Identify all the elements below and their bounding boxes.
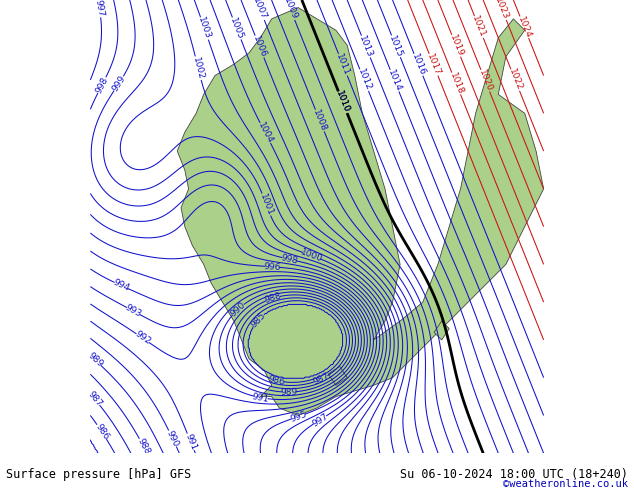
- Text: 994: 994: [112, 278, 131, 293]
- Text: 1015: 1015: [387, 34, 404, 59]
- Text: 1000: 1000: [299, 247, 324, 264]
- Text: 1007: 1007: [252, 0, 268, 22]
- Text: 985: 985: [249, 311, 268, 330]
- Text: 998: 998: [94, 75, 110, 95]
- Text: 991: 991: [183, 432, 198, 452]
- Text: 987: 987: [311, 371, 331, 387]
- Text: 997: 997: [310, 412, 330, 428]
- Text: 1010: 1010: [334, 90, 351, 115]
- Text: 1016: 1016: [410, 52, 427, 77]
- Text: 999: 999: [110, 74, 127, 93]
- Text: 1004: 1004: [256, 121, 275, 145]
- Text: 986: 986: [93, 422, 110, 441]
- Text: 1013: 1013: [358, 34, 374, 59]
- Text: 989: 989: [86, 351, 105, 369]
- Text: Surface pressure [hPa] GFS: Surface pressure [hPa] GFS: [6, 468, 191, 481]
- Text: 1020: 1020: [477, 69, 494, 93]
- Text: 1002: 1002: [191, 56, 205, 80]
- Text: 1011: 1011: [334, 52, 351, 77]
- Text: 1021: 1021: [470, 15, 488, 39]
- Text: 1018: 1018: [448, 71, 465, 96]
- Text: 990: 990: [165, 429, 180, 448]
- Text: 993: 993: [124, 303, 143, 319]
- Text: 989: 989: [280, 388, 298, 397]
- Text: 991: 991: [252, 392, 270, 404]
- Text: 1022: 1022: [507, 68, 524, 92]
- Text: 1010: 1010: [334, 90, 351, 115]
- Text: 1001: 1001: [258, 192, 275, 217]
- Text: 1012: 1012: [356, 68, 373, 93]
- Text: 1024: 1024: [516, 15, 533, 40]
- Text: 1008: 1008: [311, 108, 328, 133]
- Text: 992: 992: [133, 330, 152, 346]
- Text: 998: 998: [280, 253, 299, 266]
- Text: 990: 990: [229, 300, 247, 318]
- Text: 1014: 1014: [386, 69, 403, 93]
- Text: ©weatheronline.co.uk: ©weatheronline.co.uk: [503, 479, 628, 489]
- Text: Su 06-10-2024 18:00 UTC (18+240): Su 06-10-2024 18:00 UTC (18+240): [399, 468, 628, 481]
- Text: 987: 987: [86, 389, 103, 408]
- Text: 996: 996: [263, 262, 281, 272]
- Text: 997: 997: [93, 0, 105, 17]
- Text: 1006: 1006: [251, 34, 268, 59]
- Text: 995: 995: [288, 410, 308, 424]
- Text: 988: 988: [264, 292, 283, 305]
- Text: 1009: 1009: [282, 0, 299, 22]
- Text: 988: 988: [136, 437, 152, 456]
- Text: 1003: 1003: [197, 16, 212, 41]
- Text: 1005: 1005: [228, 16, 245, 41]
- Text: 1019: 1019: [448, 33, 465, 58]
- Text: 1017: 1017: [425, 52, 442, 77]
- Text: 1023: 1023: [493, 0, 510, 22]
- Text: 986: 986: [267, 374, 286, 387]
